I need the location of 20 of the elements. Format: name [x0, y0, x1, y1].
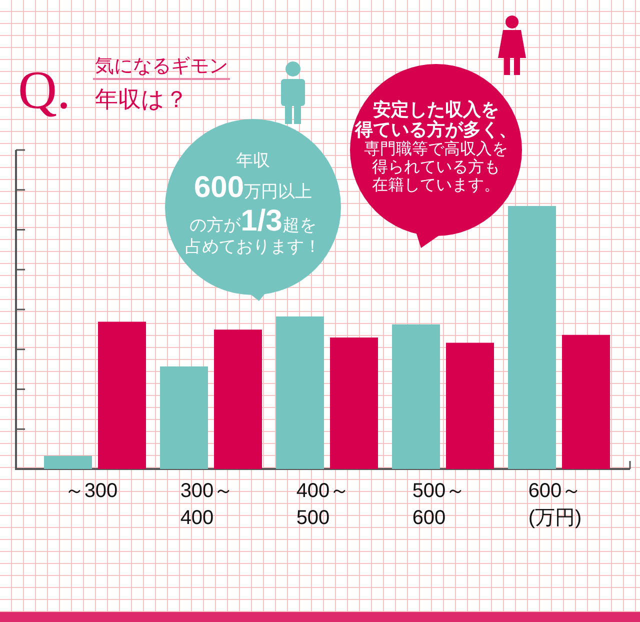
x-tick-label: 300～ 400	[180, 480, 234, 529]
x-tick-label: ～300	[64, 480, 118, 502]
bar	[562, 334, 610, 469]
bar	[330, 338, 378, 469]
text: 安定した収入を得ている方が多く、専門職等で高収入を得られている方も在籍しています。	[354, 100, 517, 194]
chart-subtitle: 気になるギモン	[95, 56, 228, 77]
x-tick-label: 500～ 600	[412, 480, 466, 529]
bar	[160, 366, 208, 469]
text: Q.	[18, 60, 70, 120]
x-tick-label: 600～ (万円)	[528, 480, 582, 529]
bar	[214, 330, 262, 469]
bar	[44, 456, 92, 469]
annotation: 年収600万円以上の方が1/3超を占めております！	[185, 151, 321, 256]
bar	[392, 324, 440, 469]
bar	[276, 316, 324, 469]
chart-title: 年収は？	[95, 87, 188, 112]
bar	[446, 342, 494, 469]
bar	[508, 206, 556, 469]
bar	[98, 322, 146, 469]
x-tick-label: 400～ 500	[296, 480, 350, 529]
